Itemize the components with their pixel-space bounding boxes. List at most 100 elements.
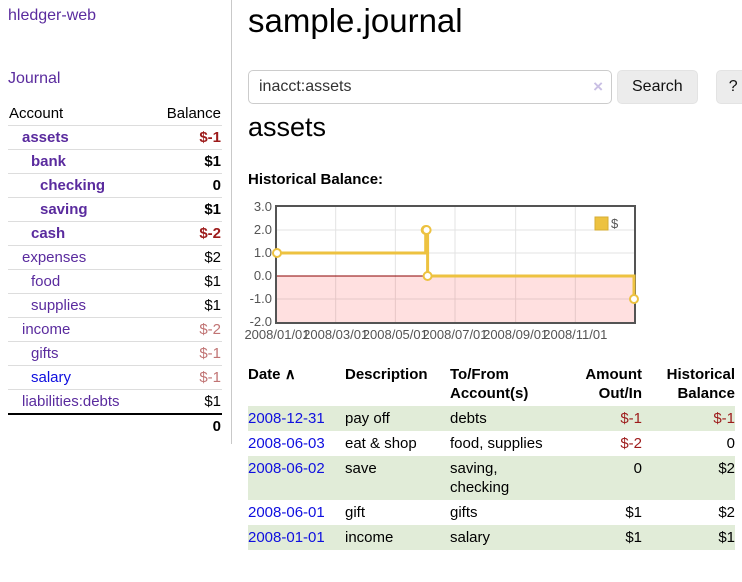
transaction-row: 2008-06-03 eat & shop food, supplies $-2 0 bbox=[248, 431, 735, 456]
account-link[interactable]: checking bbox=[40, 177, 106, 194]
x-axis-tick: 2008/03/01 bbox=[303, 327, 369, 342]
account-link[interactable]: gifts bbox=[31, 345, 59, 362]
sort-ascending-icon: ∧ bbox=[284, 366, 296, 383]
y-axis-tick: -1.0 bbox=[249, 291, 272, 306]
transaction-balance: $1 bbox=[642, 525, 735, 550]
column-accounts[interactable]: To/From Account(s) bbox=[450, 366, 529, 402]
account-link[interactable]: bank bbox=[31, 153, 67, 170]
account-row: bank $1 bbox=[8, 149, 222, 174]
account-link[interactable]: food bbox=[31, 273, 61, 290]
account-balance: $1 bbox=[150, 293, 222, 318]
historical-balance-chart: $ 3.0 2.0 1.0 0.0 -1.0 -2.0 2008/01/01 2008/03/… bbox=[244, 199, 742, 347]
column-balance[interactable]: Historical Balance bbox=[666, 366, 735, 402]
account-balance: $-1 bbox=[150, 365, 222, 390]
transaction-description: save bbox=[345, 456, 450, 500]
transaction-description: eat & shop bbox=[345, 435, 417, 452]
account-link[interactable]: income bbox=[22, 321, 71, 338]
y-axis-tick: -2.0 bbox=[249, 314, 272, 329]
account-link[interactable]: liabilities:debts bbox=[22, 393, 120, 410]
sidebar-item-journal[interactable]: Journal bbox=[8, 70, 61, 87]
account-row: supplies $1 bbox=[8, 293, 222, 318]
y-axis-tick: 1.0 bbox=[253, 245, 272, 260]
search-button[interactable]: Search bbox=[617, 70, 698, 104]
x-axis-tick: 2008/11/01 bbox=[543, 327, 608, 342]
transaction-date-link[interactable]: 2008-06-03 bbox=[248, 435, 325, 452]
column-description[interactable]: Description bbox=[345, 366, 428, 383]
page-title: sample.journal bbox=[248, 2, 463, 39]
transaction-description: gift bbox=[345, 504, 366, 521]
account-link[interactable]: saving bbox=[40, 201, 88, 218]
app-title-link[interactable]: hledger-web bbox=[8, 7, 97, 24]
account-balance: 0 bbox=[150, 173, 222, 198]
y-axis-tick: 3.0 bbox=[253, 199, 272, 214]
chart-plot-area: $ bbox=[272, 205, 639, 324]
account-link[interactable]: assets bbox=[22, 129, 69, 146]
transaction-date-link[interactable]: 2008-06-01 bbox=[248, 504, 325, 521]
account-balance: $2 bbox=[150, 245, 222, 270]
accounts-header-account: Account bbox=[8, 102, 151, 126]
account-row: checking 0 bbox=[8, 173, 222, 198]
column-amount[interactable]: Amount Out/In bbox=[585, 366, 642, 402]
y-axis-tick: 0.0 bbox=[253, 268, 272, 283]
transaction-accounts: salary bbox=[450, 525, 567, 550]
account-balance: $1 bbox=[150, 149, 222, 174]
x-axis-tick: 2008/01/01 bbox=[244, 327, 310, 342]
main-content: sample.journal × Search ? assets Histori… bbox=[244, 0, 742, 582]
account-balance: $-1 bbox=[150, 341, 222, 366]
accounts-total-row: 0 bbox=[8, 413, 222, 438]
transaction-balance: $2 bbox=[642, 456, 735, 500]
account-row: food $1 bbox=[8, 269, 222, 294]
transaction-date-link[interactable]: 2008-01-01 bbox=[248, 529, 325, 546]
transaction-date-link[interactable]: 2008-12-31 bbox=[248, 410, 325, 427]
accounts-header-row: Account Balance bbox=[8, 102, 222, 126]
clear-search-icon[interactable]: × bbox=[593, 77, 603, 96]
account-row: cash $-2 bbox=[8, 221, 222, 246]
account-row: expenses $2 bbox=[8, 245, 222, 270]
x-axis-tick: 2008/09/01 bbox=[483, 327, 549, 342]
account-balance: $-1 bbox=[150, 125, 222, 150]
accounts-table: Account Balance assets $-1 bank $1 checking 0… bbox=[8, 102, 222, 438]
transaction-row: 2008-12-31 pay off debts $-1 $-1 bbox=[248, 406, 735, 431]
accounts-total: 0 bbox=[150, 413, 222, 438]
transaction-accounts: gifts bbox=[450, 504, 478, 521]
transaction-accounts: saving, checking bbox=[450, 456, 567, 500]
transaction-row: 2008-01-01 income salary $1 $1 bbox=[248, 525, 735, 550]
transaction-balance: 0 bbox=[726, 435, 735, 452]
svg-text:$: $ bbox=[611, 216, 619, 231]
x-axis-tick: 2008/05/01 bbox=[362, 327, 428, 342]
transaction-amount: 0 bbox=[567, 456, 642, 500]
chart-svg: $ bbox=[272, 207, 639, 322]
transaction-description: pay off bbox=[345, 406, 450, 431]
transaction-description: income bbox=[345, 525, 450, 550]
account-link[interactable]: expenses bbox=[22, 249, 87, 266]
search-box: × bbox=[248, 70, 612, 104]
help-button[interactable]: ? bbox=[715, 70, 742, 104]
search-form: × Search ? bbox=[248, 70, 742, 104]
register-table: Date ∧ Description To/From Account(s) Am… bbox=[248, 362, 735, 550]
transaction-row: 2008-06-02 save saving, checking 0 $2 bbox=[248, 456, 735, 500]
chart-title: Historical Balance: bbox=[248, 171, 384, 188]
account-row: income $-2 bbox=[8, 317, 222, 342]
account-row: salary $-1 bbox=[8, 365, 222, 390]
account-balance: $1 bbox=[150, 197, 222, 222]
account-row: saving $1 bbox=[8, 197, 222, 222]
transaction-amount: $-2 bbox=[620, 435, 642, 452]
sidebar: hledger-web Journal Account Balance asse… bbox=[0, 0, 232, 444]
account-row: assets $-1 bbox=[8, 125, 222, 150]
account-link[interactable]: cash bbox=[31, 225, 66, 242]
accounts-header-balance: Balance bbox=[150, 102, 222, 126]
transaction-date-link[interactable]: 2008-06-02 bbox=[248, 460, 325, 477]
account-link[interactable]: supplies bbox=[31, 297, 87, 314]
account-link[interactable]: salary bbox=[31, 369, 72, 386]
transaction-row: 2008-06-01 gift gifts $1 $2 bbox=[248, 500, 735, 525]
transaction-balance: $2 bbox=[718, 504, 735, 521]
account-row: gifts $-1 bbox=[8, 341, 222, 366]
register-header-row: Date ∧ Description To/From Account(s) Am… bbox=[248, 362, 735, 406]
column-date[interactable]: Date ∧ bbox=[248, 366, 296, 383]
search-input[interactable] bbox=[248, 70, 612, 104]
account-balance: $1 bbox=[150, 389, 222, 415]
transaction-accounts: debts bbox=[450, 406, 567, 431]
account-balance: $1 bbox=[150, 269, 222, 294]
account-row: liabilities:debts $1 bbox=[8, 389, 222, 415]
transaction-amount: $1 bbox=[625, 504, 642, 521]
